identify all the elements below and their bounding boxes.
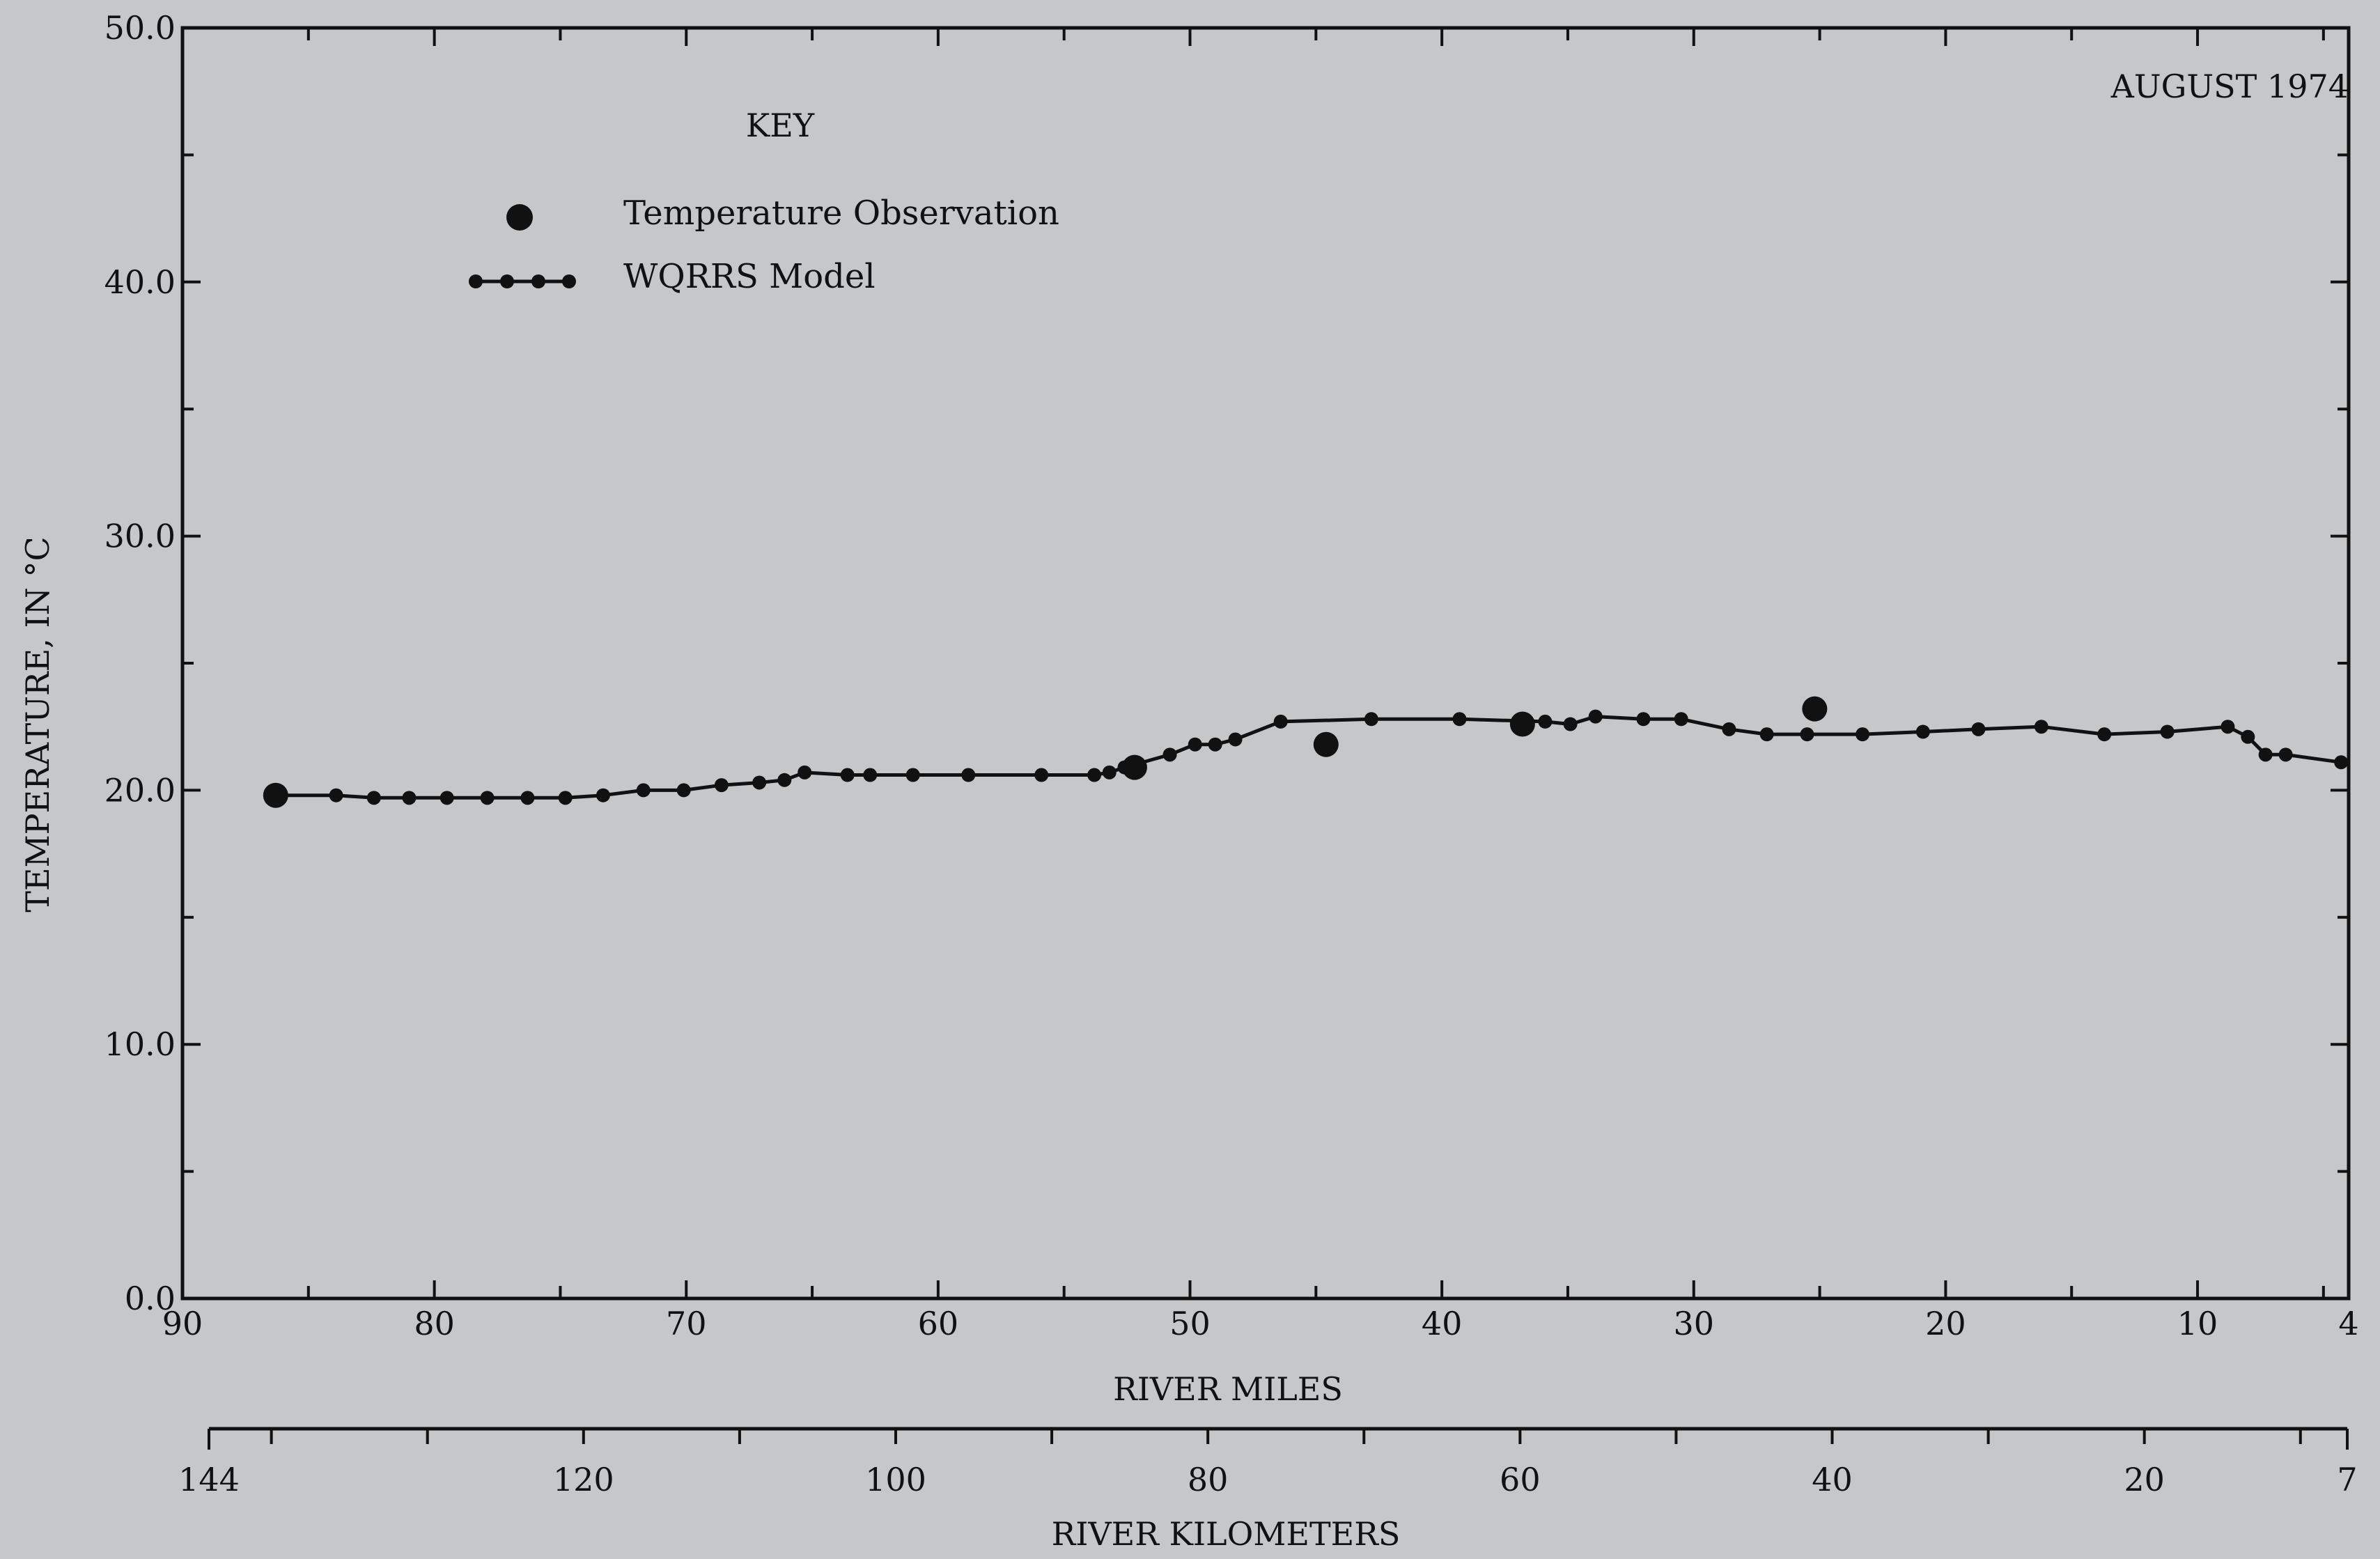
km-tick-label: 60 xyxy=(1500,1461,1541,1498)
model-point xyxy=(558,791,573,805)
x-tick-label: 80 xyxy=(414,1305,455,1342)
model-point xyxy=(1759,727,1774,742)
km-tick-label: 120 xyxy=(553,1461,614,1498)
observation-point xyxy=(1121,754,1147,780)
y-tick-label: 10.0 xyxy=(104,1025,176,1063)
model-point xyxy=(1087,768,1102,782)
observation-point xyxy=(1313,731,1339,757)
model-point xyxy=(1228,732,1243,747)
model-point xyxy=(1800,727,1814,742)
model-point xyxy=(1102,765,1117,779)
model-point xyxy=(1856,727,1870,742)
y-tick-label: 40.0 xyxy=(104,263,176,301)
model-point xyxy=(1538,714,1553,729)
km-tick-label: 40 xyxy=(1812,1461,1853,1498)
model-point xyxy=(2220,720,2235,734)
model-point xyxy=(2097,727,2112,742)
model-point xyxy=(520,791,535,805)
y-tick-label: 20.0 xyxy=(104,771,176,809)
model-point xyxy=(961,768,976,782)
x-tick-label: 10 xyxy=(2177,1305,2218,1342)
observation-point xyxy=(1509,711,1535,737)
model-point xyxy=(1452,712,1467,727)
legend-title: KEY xyxy=(746,107,815,144)
km-axis-ticks xyxy=(208,1429,2349,1450)
model-point xyxy=(2334,755,2349,770)
model-point xyxy=(440,791,454,805)
model-point xyxy=(1162,747,1177,762)
km-axis-label: RIVER KILOMETERS xyxy=(1052,1515,1401,1553)
model-point xyxy=(1364,712,1378,727)
x-tick-labels: 90 80 70 60 50 40 30 20 10 4 xyxy=(162,1305,2359,1342)
model-point xyxy=(752,775,767,790)
legend-model-marker xyxy=(500,274,514,288)
y-tick-label: 0.0 xyxy=(125,1280,176,1317)
model-point xyxy=(2258,747,2273,762)
model-point xyxy=(1971,722,1986,736)
model-point xyxy=(1034,768,1049,782)
model-point xyxy=(1208,737,1222,752)
model-point xyxy=(2034,720,2048,734)
model-point xyxy=(840,768,855,782)
model-point xyxy=(2160,724,2175,739)
x-tick-label: 50 xyxy=(1169,1305,1211,1342)
km-tick-label: 100 xyxy=(865,1461,926,1498)
model-point xyxy=(480,791,495,805)
km-tick-label: 7 xyxy=(2337,1461,2357,1498)
model-point xyxy=(1674,712,1688,727)
model-point xyxy=(366,791,381,805)
x-tick-label: 40 xyxy=(1422,1305,1463,1342)
x-tick-label: 90 xyxy=(162,1305,203,1342)
x-tick-label: 30 xyxy=(1673,1305,1714,1342)
y-axis-label: TEMPERATURE, IN °C xyxy=(19,536,56,912)
observation-point xyxy=(1802,696,1828,722)
model-point xyxy=(1273,714,1288,729)
legend-model-label: WQRRS Model xyxy=(623,257,876,296)
model-point xyxy=(1588,709,1603,724)
date-annotation: AUGUST 1974 xyxy=(2110,68,2349,105)
y-tick-label: 50.0 xyxy=(104,9,176,47)
model-point xyxy=(1915,724,1930,739)
legend-observation-marker xyxy=(506,204,533,231)
x-tick-label: 70 xyxy=(666,1305,707,1342)
x-tick-label: 4 xyxy=(2338,1305,2358,1342)
model-point xyxy=(2241,729,2255,744)
model-point xyxy=(596,788,610,802)
legend-model-marker xyxy=(562,274,576,288)
model-point xyxy=(402,791,417,805)
model-point xyxy=(905,768,920,782)
model-point xyxy=(2278,747,2293,762)
model-point xyxy=(714,778,729,793)
model-point xyxy=(329,788,343,802)
model-point xyxy=(676,783,691,798)
model-point xyxy=(1188,737,1202,752)
x-tick-label: 20 xyxy=(1925,1305,1966,1342)
km-tick-label: 144 xyxy=(178,1461,240,1498)
axis-ticks xyxy=(182,26,2349,1300)
x-axis-label: RIVER MILES xyxy=(1113,1370,1343,1408)
model-point xyxy=(1722,722,1736,736)
km-tick-labels: 144 120 100 80 60 40 20 7 xyxy=(178,1461,2358,1498)
model-point xyxy=(636,783,651,798)
legend-model-marker xyxy=(469,274,483,288)
x-tick-label: 60 xyxy=(918,1305,959,1342)
legend-observation-label: Temperature Observation xyxy=(623,194,1059,233)
model-point xyxy=(863,768,878,782)
model-point xyxy=(777,773,792,787)
km-tick-label: 80 xyxy=(1188,1461,1229,1498)
y-tick-labels: 0.0 10.0 20.0 30.0 40.0 50.0 xyxy=(104,9,176,1317)
legend-model-marker xyxy=(531,274,545,288)
series-layer xyxy=(263,696,2349,808)
y-tick-label: 30.0 xyxy=(104,518,176,555)
model-point xyxy=(1636,712,1651,727)
model-point xyxy=(798,765,812,779)
legend: KEY Temperature Observation WQRRS Model xyxy=(469,107,1059,296)
model-point xyxy=(1563,717,1578,731)
observation-point xyxy=(263,782,288,808)
km-tick-label: 20 xyxy=(2124,1461,2165,1498)
